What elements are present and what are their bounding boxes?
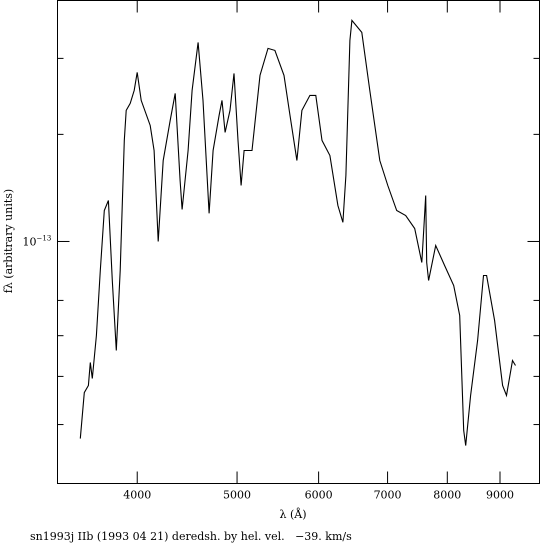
plot-frame (57, 0, 540, 484)
x-tick-label: 8000 (433, 489, 461, 502)
x-tick-label: 9000 (486, 489, 514, 502)
x-tick-label: 5000 (223, 489, 251, 502)
x-tick-label: 7000 (374, 489, 402, 502)
y-tick-label-base: 10 (23, 235, 37, 248)
caption: sn1993j IIb (1993 04 21) deredsh. by hel… (30, 530, 352, 543)
x-tick-label: 4000 (123, 489, 151, 502)
y-tick-label-exponent: −13 (37, 234, 52, 242)
y-axis-label: fλ (arbitrary units) (2, 189, 15, 293)
y-tick-label: 10−13 (23, 234, 52, 248)
spectrum-line (79, 19, 516, 446)
x-axis-label: λ (Å) (280, 507, 307, 521)
x-tick-label: 6000 (305, 489, 333, 502)
